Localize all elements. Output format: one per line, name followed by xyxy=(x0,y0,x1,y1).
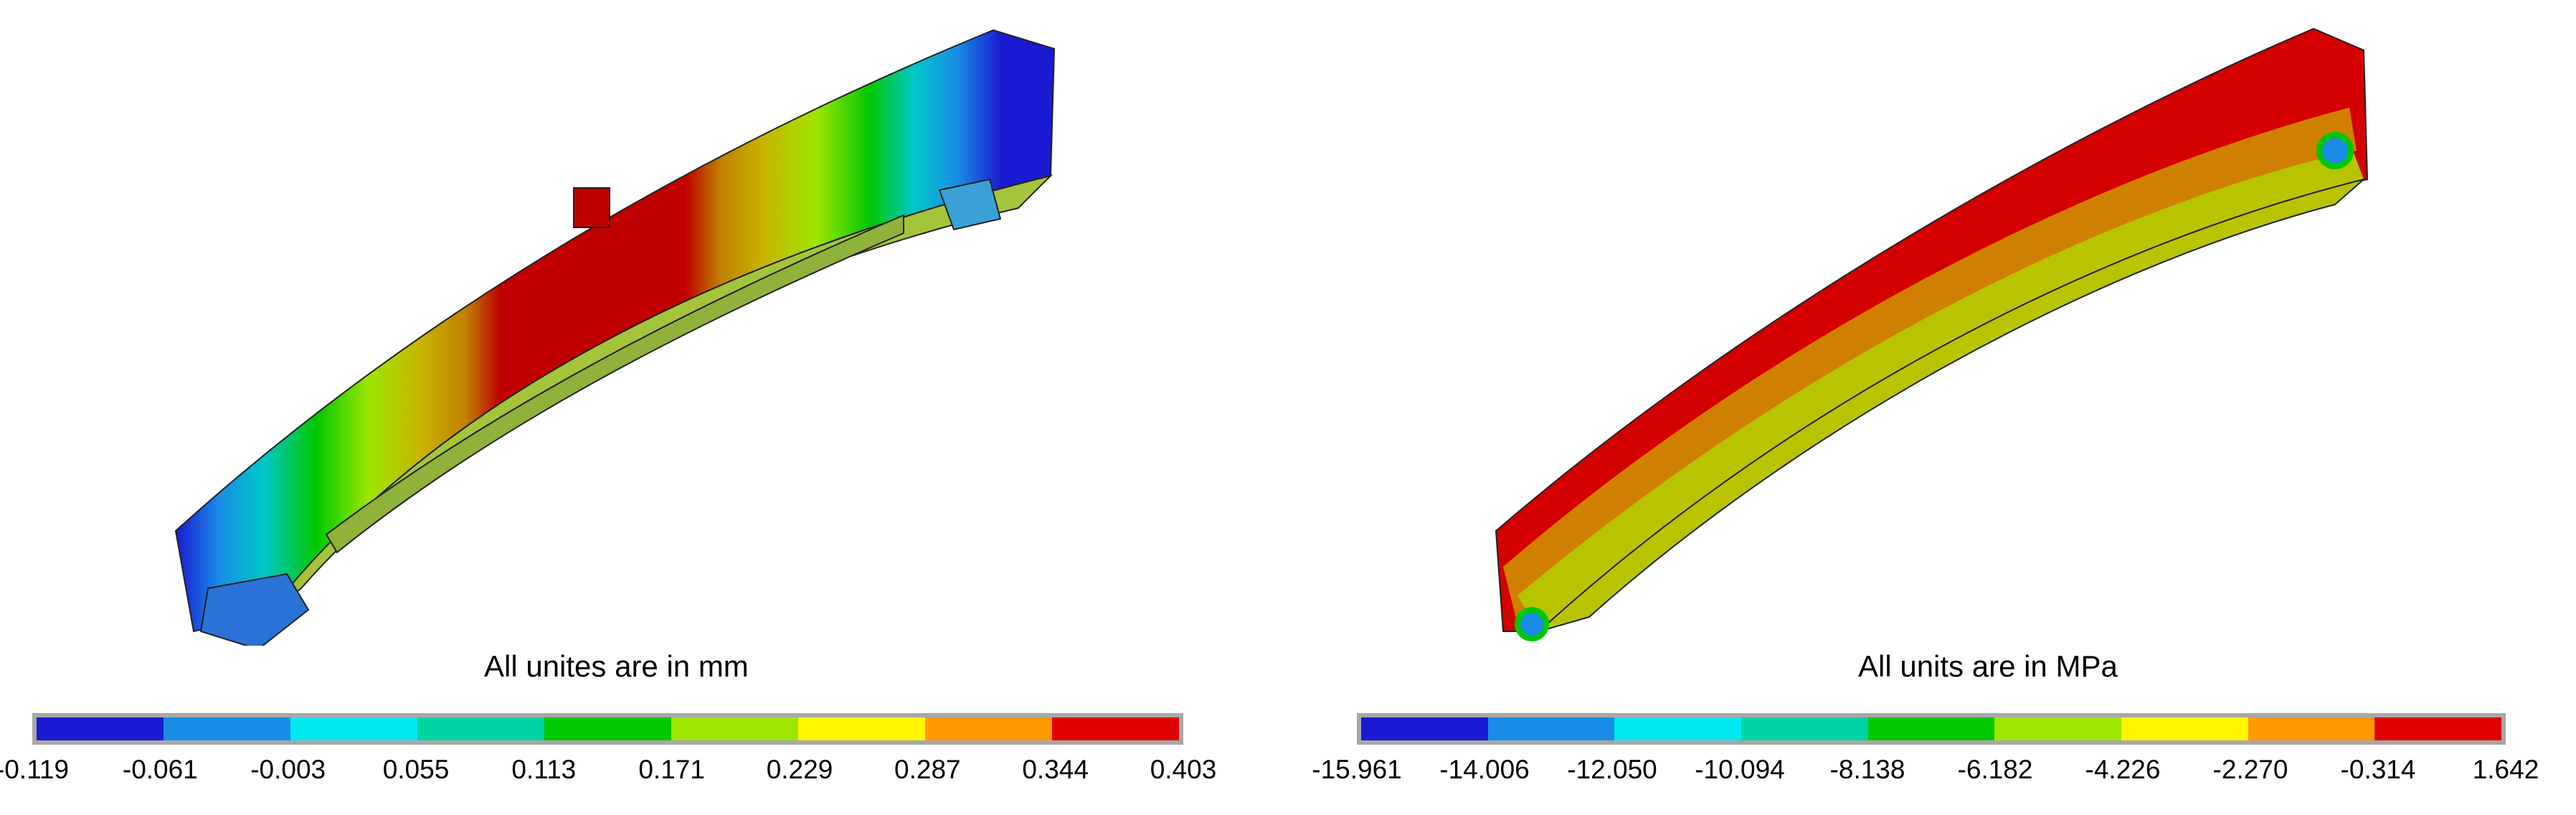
displacement-beam-render xyxy=(174,29,1056,646)
legend-color-segment xyxy=(1741,717,1868,740)
legend-color-segment xyxy=(1867,717,1995,740)
legend-tick-label: -2.270 xyxy=(2212,755,2288,784)
legend-tick-label: -8.138 xyxy=(1829,755,1905,784)
legend-color-segment xyxy=(2374,717,2502,740)
legend-color-segment xyxy=(2121,717,2248,740)
legend-color-segment xyxy=(1052,717,1179,740)
units-caption: All units are in MPa xyxy=(1858,649,2118,683)
legend-color-segment xyxy=(1361,717,1488,740)
legend-tick-label: 0.055 xyxy=(382,755,450,784)
legend-tick-label: -14.006 xyxy=(1439,755,1530,784)
legend-color-segment xyxy=(37,717,164,740)
units-caption: All unites are in mm xyxy=(484,649,749,683)
legend-tick-label: 0.113 xyxy=(511,755,577,784)
legend-color-segment xyxy=(671,717,798,740)
stress-tick-labels: -15.961 -14.006 -12.050 -10.094 -8.138 -6.182… xyxy=(1312,755,2539,791)
displacement-panel: All unites are in mm -0.119 -0.061 -0.003 0… xyxy=(0,29,1216,791)
legend-tick-label: 0.344 xyxy=(1022,755,1089,784)
legend-tick-label: -6.182 xyxy=(1957,755,2033,784)
legend-tick-label: 0.287 xyxy=(894,755,961,784)
legend-tick-label: -0.119 xyxy=(0,755,70,784)
legend-color-segment xyxy=(417,717,544,740)
legend-tick-label: 0.171 xyxy=(638,755,705,784)
stress-beam-render xyxy=(1495,27,2369,641)
displacement-tick-labels: -0.119 -0.061 -0.003 0.055 0.113 0.171 0.229 0.… xyxy=(0,755,1216,791)
legend-tick-label: -10.094 xyxy=(1695,755,1785,784)
legend-tick-label: -0.061 xyxy=(122,755,198,784)
legend-color-segment xyxy=(1994,717,2122,740)
legend-color-segment xyxy=(290,717,417,740)
displacement-color-legend xyxy=(32,713,1183,745)
stress-panel: All units are in MPa -15.961 -14.006 -12.0… xyxy=(1288,0,2576,815)
stress-color-legend xyxy=(1357,713,2506,745)
legend-color-segment xyxy=(1487,717,1615,740)
legend-tick-label: -0.314 xyxy=(2340,755,2416,784)
legend-tick-label: -0.003 xyxy=(250,755,326,784)
legend-color-segment xyxy=(164,717,290,740)
legend-color-segment xyxy=(544,717,671,740)
legend-tick-label: -12.050 xyxy=(1567,755,1657,784)
legend-color-segment xyxy=(925,717,1052,740)
legend-color-segment xyxy=(1614,717,1742,740)
legend-color-segment xyxy=(798,717,925,740)
legend-tick-label: 0.229 xyxy=(766,755,833,784)
legend-color-segment xyxy=(2248,717,2375,740)
legend-tick-label: 0.403 xyxy=(1150,755,1217,784)
legend-tick-label: -15.961 xyxy=(1312,755,1402,784)
legend-tick-label: -4.226 xyxy=(2085,755,2161,784)
legend-tick-label: 1.642 xyxy=(2472,755,2539,784)
